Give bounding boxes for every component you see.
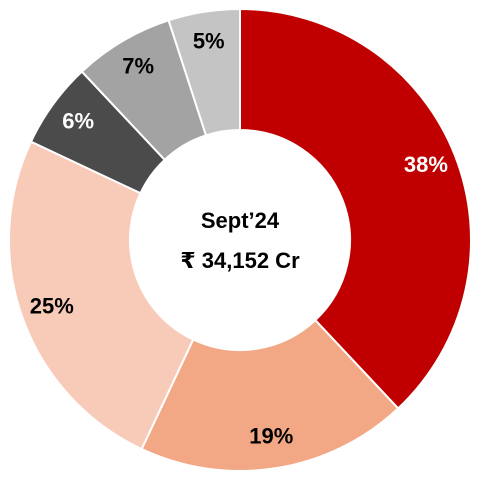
- donut-segment: [8, 140, 195, 451]
- center-subtitle: ₹ 34,152 Cr: [180, 248, 300, 273]
- donut-segment: [140, 318, 400, 472]
- donut-segment: [239, 7, 472, 410]
- data-label: 25%: [30, 294, 74, 319]
- data-label: 38%: [404, 152, 448, 177]
- donut-segment: [167, 7, 241, 137]
- data-label: 6%: [62, 108, 94, 133]
- data-label: 19%: [249, 423, 293, 448]
- center-title: Sept’24: [201, 208, 280, 233]
- data-label: 5%: [193, 28, 225, 53]
- data-label: 7%: [122, 54, 154, 79]
